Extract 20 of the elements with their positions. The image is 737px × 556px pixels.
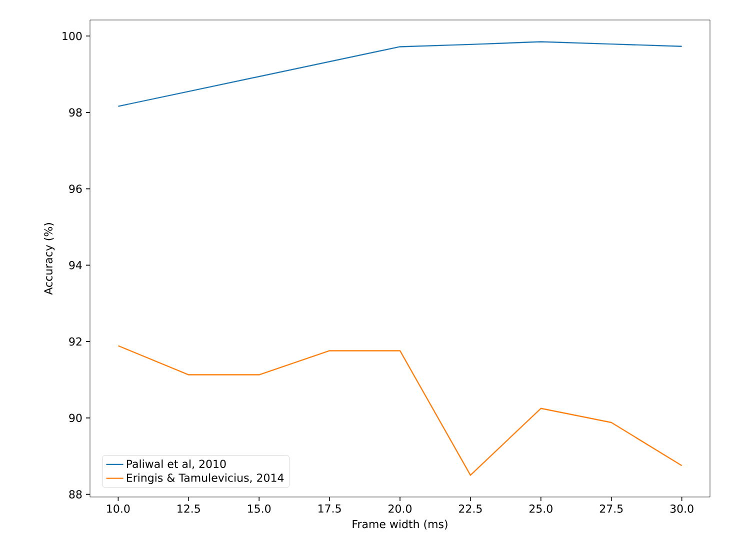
y-tick-label: 90 xyxy=(69,414,82,422)
x-tick-label: 12.5 xyxy=(178,504,200,513)
y-tick-label: 98 xyxy=(69,108,82,117)
y-tick-label: 88 xyxy=(69,490,82,498)
x-axis-title: Frame width (ms) xyxy=(352,520,448,530)
x-tick-label: 10.0 xyxy=(107,504,130,513)
x-tick-label: 17.5 xyxy=(318,504,341,513)
x-tick-label: 22.5 xyxy=(459,504,482,513)
x-tick-label: 30.0 xyxy=(670,504,694,513)
y-axis-title: Accuracy (%) xyxy=(44,223,55,295)
x-tick-label: 25.0 xyxy=(529,504,552,513)
y-tick-label: 100 xyxy=(62,32,82,40)
y-tick-label: 92 xyxy=(69,337,82,346)
legend-label: Eringis & Tamulevicius, 2014 xyxy=(126,473,284,484)
legend-label: Paliwal et al, 2010 xyxy=(126,460,226,470)
y-tick-label: 94 xyxy=(69,261,82,270)
x-tick-label: 20.0 xyxy=(388,504,412,513)
x-tick-label: 15.0 xyxy=(248,504,271,513)
y-tick-label: 96 xyxy=(69,184,82,193)
x-tick-label: 27.5 xyxy=(600,504,623,513)
